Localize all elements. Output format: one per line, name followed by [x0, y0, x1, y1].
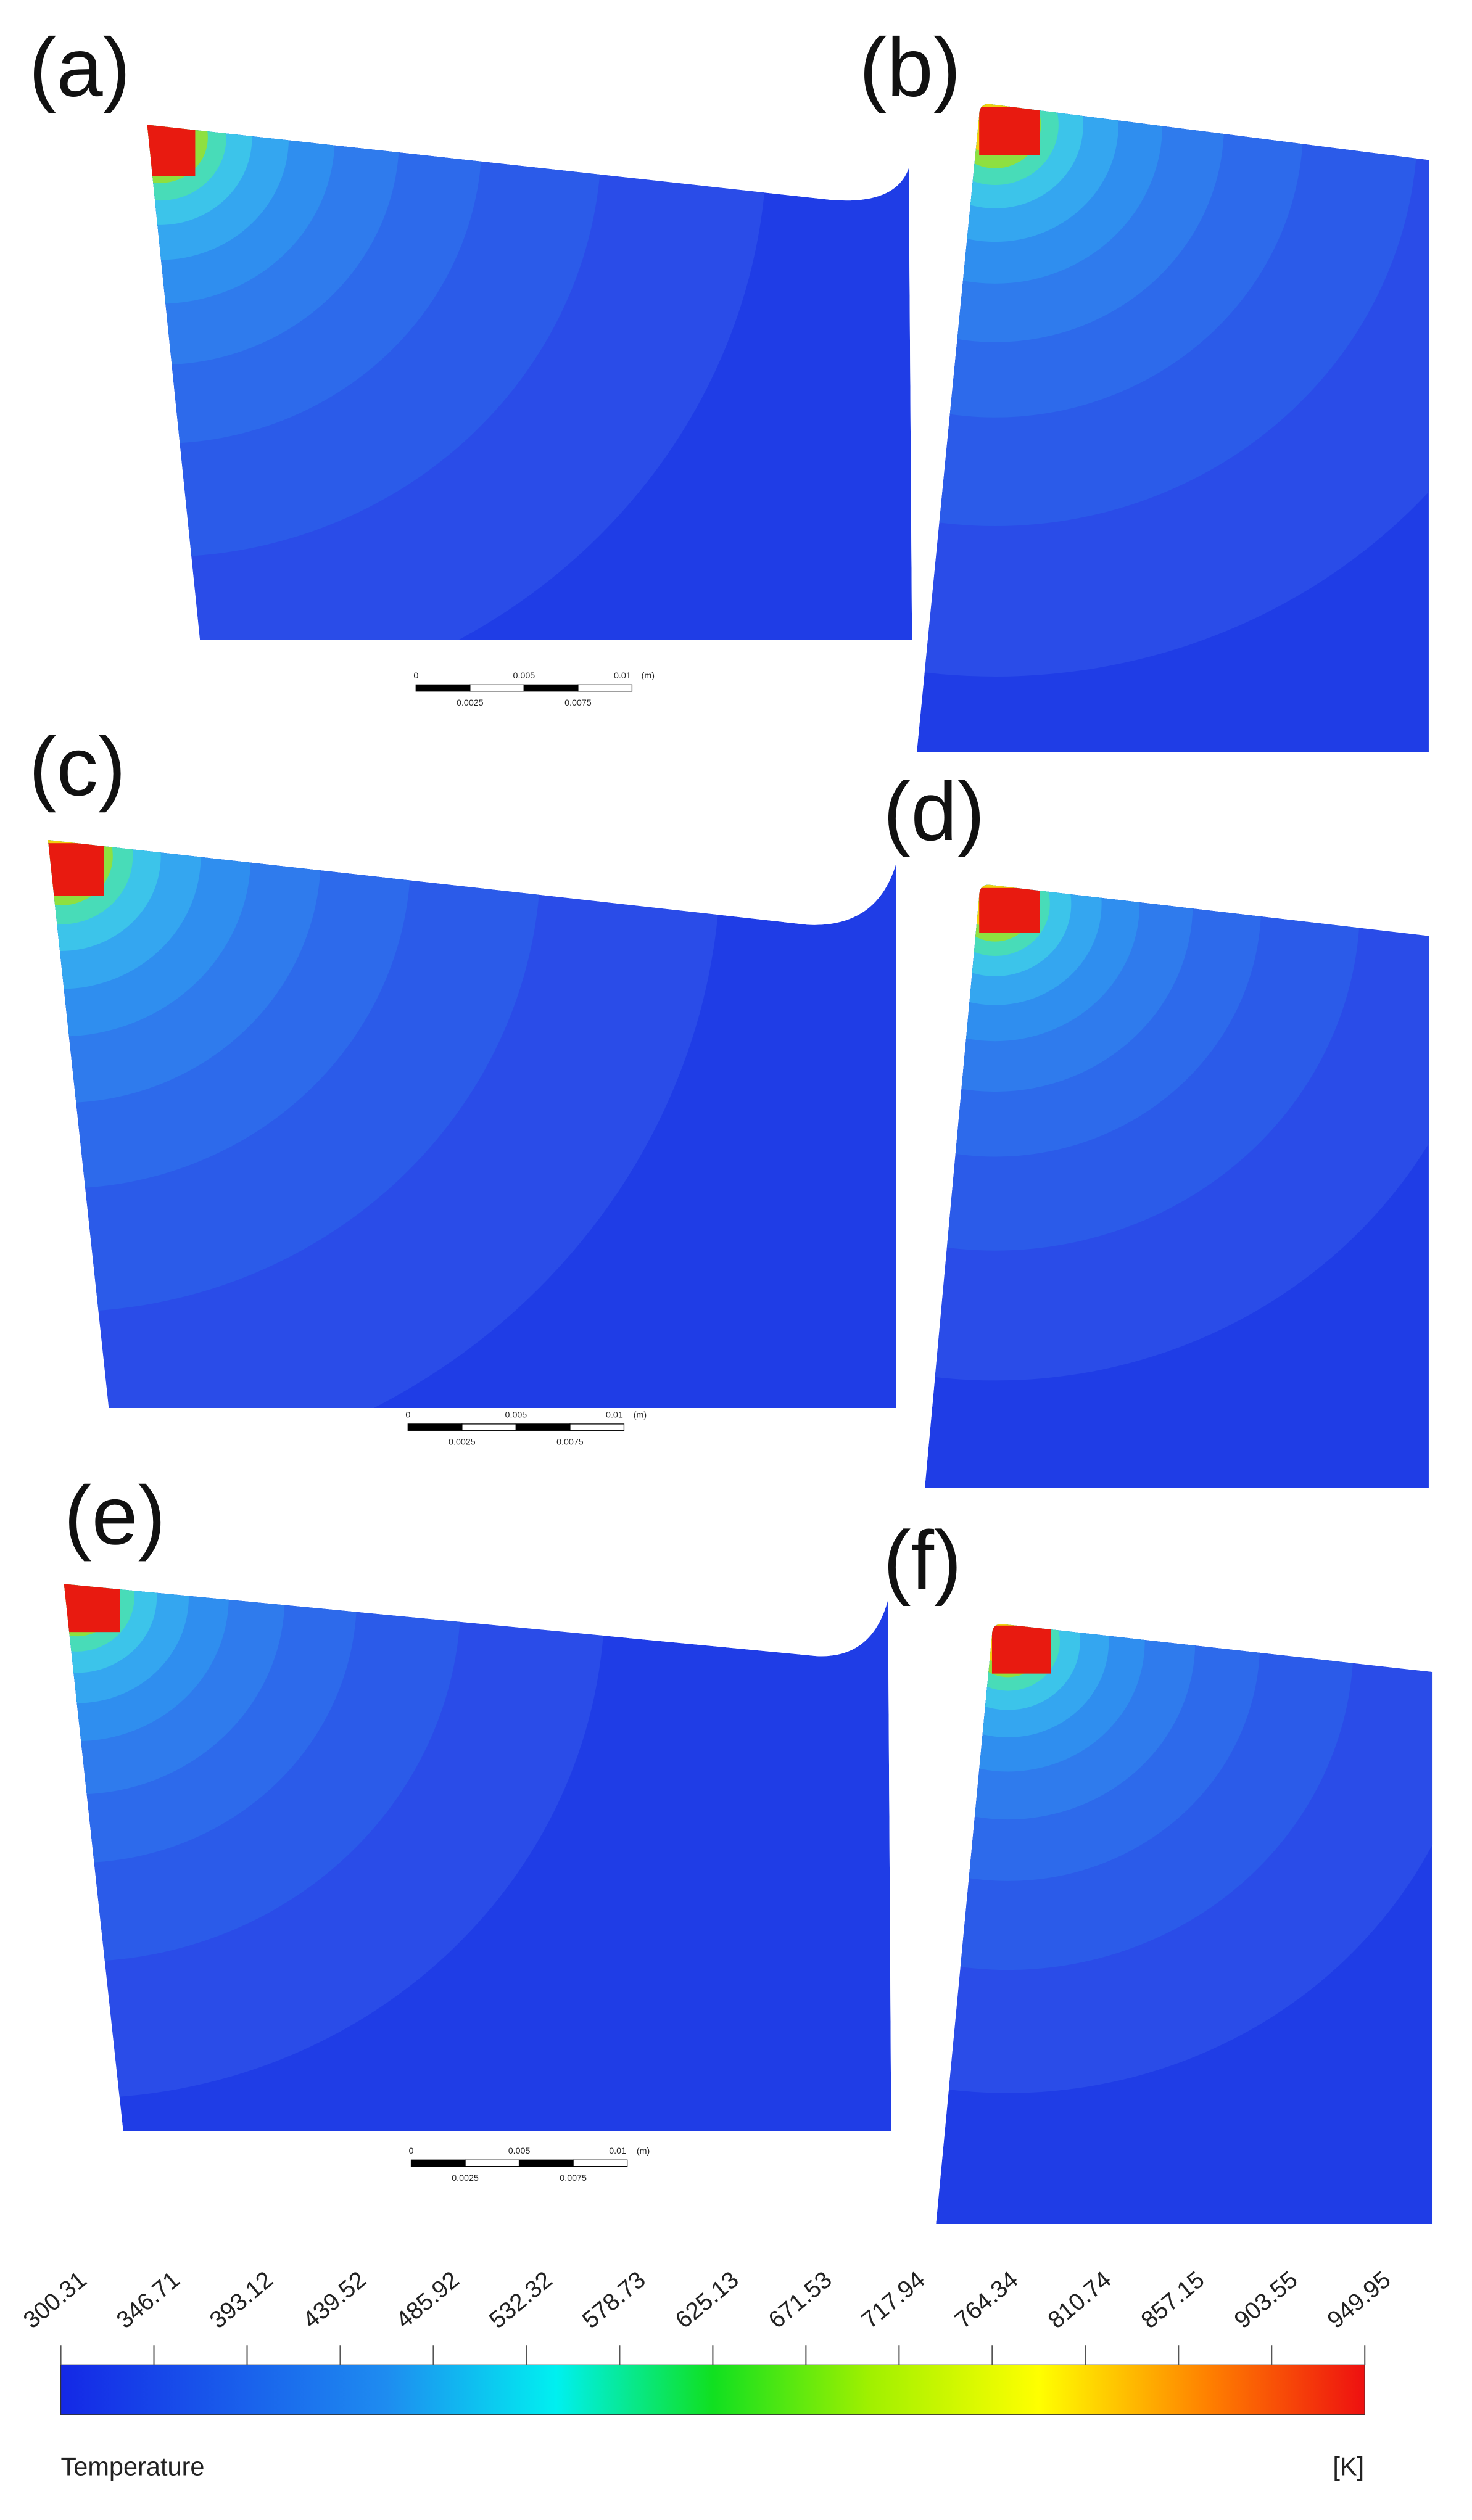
- contour-plot: [48, 840, 896, 1408]
- hot-zone: [991, 1625, 1051, 1674]
- colorbar-tick-label: 671.53: [764, 2267, 837, 2334]
- colorbar-tick-label: 764.34: [950, 2267, 1023, 2334]
- scale-bar-segment: [410, 2159, 466, 2167]
- panel-label: (c): [29, 720, 126, 813]
- colorbar-tick-label: 485.92: [391, 2267, 465, 2334]
- scale-bar-segment: [577, 684, 633, 692]
- contour-plot: [147, 125, 912, 640]
- scale-bar-label: (m): [642, 671, 655, 681]
- contour-plot: [936, 1624, 1433, 2225]
- colorbar-tick-label: 578.73: [577, 2267, 651, 2334]
- scale-bar-label: 0.01: [606, 1410, 623, 1420]
- scale-bar-label: 0.01: [609, 2146, 626, 2156]
- scale-bar-segment: [465, 2159, 520, 2167]
- scale-bar-label: (m): [637, 2146, 650, 2156]
- colorbar: [60, 2364, 1365, 2415]
- scale-bar-segment: [523, 684, 579, 692]
- scale-bar-label: 0.005: [505, 1410, 527, 1420]
- scale-bar-segment: [415, 684, 471, 692]
- contour-plot: [64, 1584, 891, 2131]
- scale-bar-label: 0: [413, 671, 418, 681]
- colorbar-tick-label: 717.94: [857, 2267, 930, 2334]
- scale-bar-label: 0.0025: [449, 1438, 476, 1447]
- scale-bar-segment: [518, 2159, 574, 2167]
- hot-zone: [979, 107, 1040, 155]
- colorbar-tick-label: 903.55: [1230, 2267, 1303, 2334]
- scale-bar-segment: [461, 1423, 517, 1431]
- colorbar-tick-label: 810.74: [1043, 2267, 1117, 2334]
- colorbar-unit: [K]: [1333, 2452, 1364, 2481]
- scale-bar-label: 0.005: [513, 671, 535, 681]
- scale-bar-segment: [469, 684, 525, 692]
- colorbar-tick-label: 857.15: [1136, 2267, 1210, 2334]
- panel-label: (a): [29, 21, 131, 114]
- scale-bar-label: 0: [405, 1410, 410, 1420]
- scale-bar-segment: [573, 2159, 628, 2167]
- hot-zone: [147, 125, 196, 176]
- panel-label: (f): [883, 1513, 962, 1607]
- scale-bar-label: (m): [634, 1410, 647, 1420]
- colorbar-tick-label: 625.13: [671, 2267, 744, 2334]
- hot-zone: [48, 843, 104, 896]
- scale-bar-label: 0.005: [508, 2146, 531, 2156]
- scale-bar-label: 0.0025: [452, 2173, 479, 2183]
- panel-label: (d): [883, 765, 985, 858]
- scale-bar-label: 0.01: [614, 671, 631, 681]
- panel-label: (b): [859, 21, 961, 114]
- colorbar-tick-label: 949.95: [1323, 2267, 1396, 2334]
- scale-bar-segment: [407, 1423, 463, 1431]
- scale-bar-label: 0.0075: [564, 698, 592, 708]
- hot-zone: [64, 1584, 120, 1633]
- colorbar-tick-label: 300.31: [19, 2267, 92, 2334]
- colorbar-title: Temperature: [61, 2452, 205, 2481]
- scale-bar-label: 0.0025: [457, 698, 484, 708]
- scale-bar-label: 0: [409, 2146, 414, 2156]
- hot-zone: [979, 887, 1040, 933]
- colorbar-tick-label: 393.12: [205, 2267, 278, 2334]
- scale-bar-segment: [515, 1423, 571, 1431]
- colorbar-tick-label: 346.71: [112, 2267, 185, 2334]
- scale-bar-label: 0.0075: [556, 1438, 584, 1447]
- scale-bar-label: 0.0075: [560, 2173, 587, 2183]
- colorbar-tick-label: 439.52: [298, 2267, 371, 2334]
- panel-label: (e): [64, 1468, 166, 1562]
- colorbar-tick-label: 532.32: [484, 2267, 558, 2334]
- scale-bar-segment: [569, 1423, 625, 1431]
